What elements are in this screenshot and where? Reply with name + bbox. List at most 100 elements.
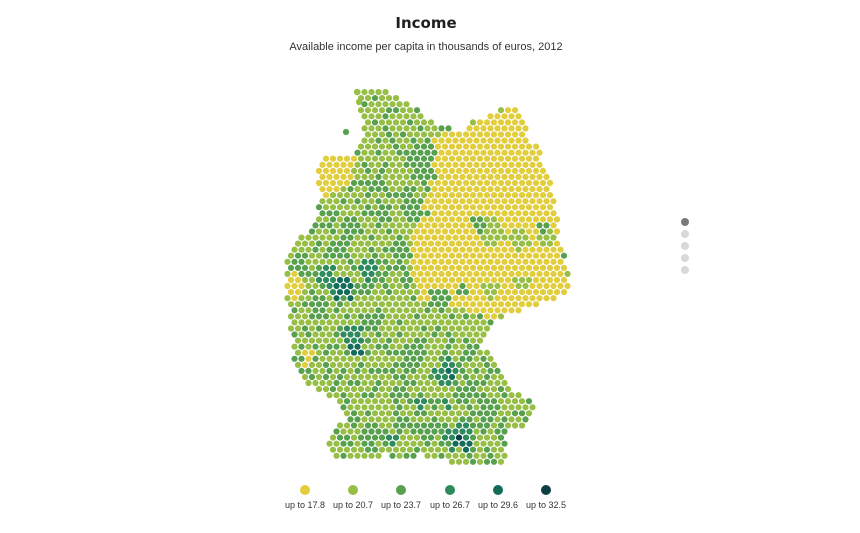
district-dot [315,289,323,296]
district-dot [350,252,358,259]
district-dot [522,186,529,193]
district-dot [473,343,480,350]
district-dot [406,325,414,332]
district-dot [357,204,365,211]
district-dot [494,367,501,374]
district-dot [382,319,389,326]
district-dot [375,440,382,447]
district-dot [305,319,312,326]
district-dot [431,234,438,241]
district-dot [392,192,400,199]
district-dot [501,416,508,423]
district-dot [438,307,445,314]
district-dot [462,276,470,284]
district-dot [399,276,407,284]
district-dot [459,149,466,156]
district-dot [445,222,452,229]
district-dot [403,222,410,229]
district-dot [343,216,351,223]
district-dot [536,246,543,253]
district-dot [343,373,351,381]
district-dot [312,343,319,350]
district-dot [333,186,340,193]
district-dot [469,446,477,453]
district-dot [427,386,435,393]
district-dot [347,186,354,193]
district-dot [396,101,403,108]
district-dot [322,252,330,259]
district-dot [417,392,424,399]
district-dot [546,228,554,235]
district-dot [364,155,372,162]
district-dot [389,355,396,362]
district-dot [413,349,421,356]
pager-dot-3[interactable] [681,242,689,250]
district-dot [361,392,368,399]
district-dot [336,204,344,211]
district-dot [382,428,389,435]
pager-dot-1[interactable] [681,218,689,226]
district-dot [347,307,354,314]
district-dot [420,422,428,429]
district-dot [396,161,403,168]
district-dot [424,173,431,180]
district-dot [396,210,403,217]
district-dot [427,143,435,150]
district-dot [301,240,309,247]
district-dot [518,301,526,308]
district-dot [473,416,480,423]
district-dot [448,337,456,344]
legend-swatch-5 [493,485,503,495]
district-dot [375,416,382,423]
pager-dot-4[interactable] [681,254,689,262]
district-dot [378,95,386,102]
district-dot [431,452,438,459]
district-dot [420,410,428,417]
district-dot [347,392,354,399]
district-dot [357,107,365,114]
district-dot [476,216,484,223]
district-dot [504,422,512,429]
district-dot [469,131,477,138]
district-dot [466,161,473,168]
district-dot [378,386,386,393]
district-dot [417,282,424,290]
district-dot [371,410,379,417]
district-dot [515,416,522,423]
district-dot [427,361,435,368]
district-dot [410,234,417,241]
district-dot [424,137,431,144]
district-dot [462,216,470,223]
district-dot [546,216,554,223]
district-dot [410,331,417,338]
district-dot [350,276,358,284]
district-dot [340,331,347,338]
district-dot [497,422,505,429]
district-dot [410,355,417,362]
district-dot [490,216,498,223]
district-dot [340,295,347,302]
district-dot [333,173,340,180]
district-dot [389,161,396,168]
district-dot [368,270,375,277]
district-dot [511,228,519,235]
district-dot [382,440,389,447]
district-dot [357,446,365,453]
district-dot [354,173,361,180]
district-dot [473,125,480,132]
pager-dot-2[interactable] [681,230,689,238]
district-dot [392,325,400,332]
district-dot [438,246,445,253]
district-dot [480,379,487,387]
pager-dot-5[interactable] [681,266,689,274]
district-dot [473,367,480,374]
district-dot [466,149,473,156]
district-dot [298,343,305,350]
district-dot [518,204,526,211]
district-dot [438,392,445,399]
district-dot [462,204,470,211]
district-dot [340,392,347,399]
district-dot [539,228,547,235]
district-dot [361,282,368,290]
district-dot [361,186,368,193]
